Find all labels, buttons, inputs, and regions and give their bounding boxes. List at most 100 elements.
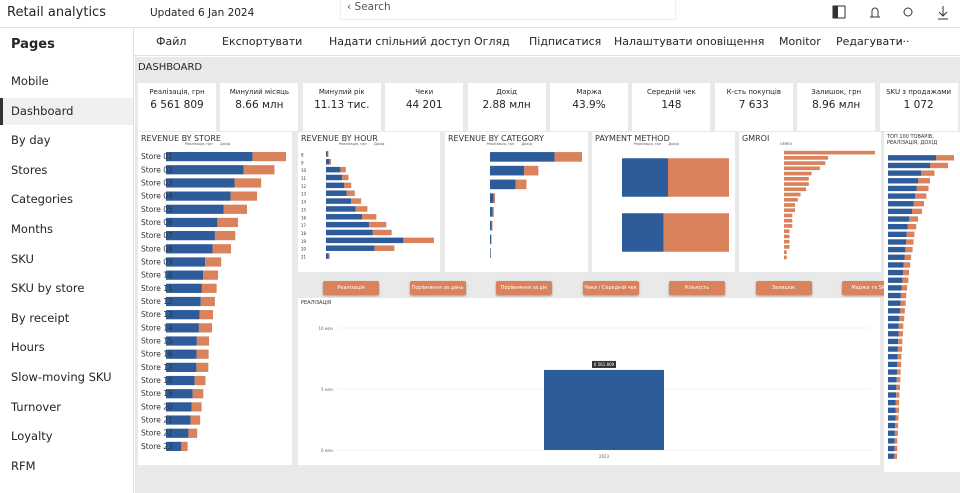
bar <box>166 296 201 307</box>
bar <box>372 229 392 236</box>
filter-button[interactable]: Реалізація <box>323 281 379 295</box>
bar <box>326 174 343 181</box>
page-link[interactable]: SKU <box>11 251 34 266</box>
bell-icon[interactable] <box>870 7 880 18</box>
bar <box>784 239 790 244</box>
bar <box>362 214 377 220</box>
bar <box>903 269 909 276</box>
page-link[interactable]: Stores <box>11 162 48 177</box>
chart: Реалізація, грн Дохід <box>622 142 729 252</box>
page-link[interactable]: Mobile <box>11 74 49 88</box>
y-tick-label: Store 02 <box>141 165 173 174</box>
bar <box>888 361 898 368</box>
page-link[interactable]: Turnover <box>11 399 62 414</box>
bar <box>243 165 275 175</box>
y-tick-label: 13 <box>301 192 307 197</box>
toolbar-button[interactable]: Налаштувати оповіщення <box>614 35 765 48</box>
chart <box>888 155 954 459</box>
bar <box>888 323 899 329</box>
legend-entry: GMROI <box>780 142 792 146</box>
toolbar-button[interactable]: Експортувати <box>222 35 303 48</box>
y-tick-label: Store 01 <box>141 152 173 161</box>
page-link[interactable]: Hours <box>11 340 45 355</box>
page-link[interactable]: By receipt <box>11 310 70 325</box>
bar <box>491 220 493 231</box>
toolbar-button[interactable]: Підписатися <box>529 35 602 48</box>
bar <box>898 323 904 329</box>
y-tick-label: 15 <box>301 207 307 212</box>
bar <box>166 244 213 254</box>
bar <box>895 407 900 413</box>
filter-button[interactable]: Порівняння за рік <box>496 281 552 295</box>
bar <box>895 415 899 421</box>
download-icon[interactable] <box>938 6 948 20</box>
kpi-card: Залишок, грн 8.96 млн <box>797 83 876 131</box>
bar <box>888 376 897 383</box>
y-tick-label: Store 23 <box>141 442 173 451</box>
bar <box>888 331 899 337</box>
bar <box>201 283 217 293</box>
filter-button[interactable]: Залишок <box>755 281 812 295</box>
toolbar-button[interactable]: Огляд <box>474 35 510 48</box>
y-tick-label: Store 03 <box>141 178 173 187</box>
bar <box>897 361 902 368</box>
bar <box>895 399 900 406</box>
kpi-value: 148 <box>661 99 682 111</box>
bar <box>784 245 790 249</box>
bar <box>214 231 236 241</box>
more-button[interactable]: ··· <box>899 35 910 48</box>
bar <box>913 201 924 207</box>
bar <box>888 246 906 253</box>
y-tick-label: Store 10 <box>141 271 173 280</box>
bar <box>490 165 525 176</box>
kpi-card: Середній чек 148 <box>632 83 711 131</box>
bar <box>921 170 935 176</box>
bar <box>492 207 494 217</box>
page-link[interactable]: Slow-moving SKU <box>11 370 112 384</box>
toolbar-button[interactable]: Monitor <box>779 35 821 48</box>
filter-button[interactable]: Кількість <box>669 281 725 295</box>
toolbar: Файл Експортувати Надати спільний доступ Ог… <box>134 28 960 56</box>
y-tick-label: Store 20 <box>141 402 173 411</box>
bar <box>894 430 898 436</box>
page-link[interactable]: Months <box>11 222 54 236</box>
kpi-value: 6 561 809 <box>150 99 204 111</box>
toolbar-button[interactable]: Файл <box>156 35 187 48</box>
toolbar-button[interactable]: Редагувати <box>836 35 903 48</box>
page-link[interactable]: SKU by store <box>11 281 85 296</box>
bar <box>166 151 253 162</box>
bar <box>166 441 182 452</box>
report-canvas: DASHBOARD Реалізація, грн 6 561 809 Минули… <box>135 57 960 493</box>
page-link[interactable]: Loyalty <box>11 429 53 444</box>
bar <box>166 283 202 293</box>
search-box[interactable]: ‹ Search <box>340 0 676 20</box>
bar <box>888 415 896 421</box>
bar <box>888 162 930 169</box>
kpi-label: К-сть покупців <box>726 88 781 96</box>
bar <box>888 445 895 452</box>
bar <box>205 257 222 267</box>
kpi-label: Маржа <box>576 88 602 96</box>
bar <box>490 193 494 203</box>
y-tick-label: Store 22 <box>141 429 173 438</box>
bar <box>888 438 895 444</box>
kpi-value: 8.96 млн <box>812 99 861 111</box>
bar <box>192 389 204 399</box>
bar <box>894 438 898 444</box>
page-link[interactable]: Dashboard <box>11 103 74 118</box>
bar <box>897 346 903 352</box>
bar <box>340 166 346 173</box>
page-link[interactable]: By day <box>11 133 51 148</box>
filter-button[interactable]: Чеки / Середній чек <box>582 281 639 295</box>
page-link[interactable]: RFM <box>11 458 36 473</box>
active-page-bg <box>0 97 133 125</box>
bar <box>490 152 555 162</box>
y-tick-label: 10 <box>301 168 307 173</box>
chart-title: ТОП 100 ТОВАРІВ, РЕАЛІЗАЦІЯ, ДОХІД <box>887 134 938 146</box>
y-tick-label: Store 18 <box>141 376 173 385</box>
page-link[interactable]: Categories <box>11 192 73 207</box>
settings-icon[interactable] <box>903 7 913 17</box>
filter-button[interactable]: Порівняння за день <box>409 281 466 295</box>
legend-entry: Дохід <box>669 142 680 146</box>
toolbar-button[interactable]: Надати спільний доступ <box>329 35 471 48</box>
